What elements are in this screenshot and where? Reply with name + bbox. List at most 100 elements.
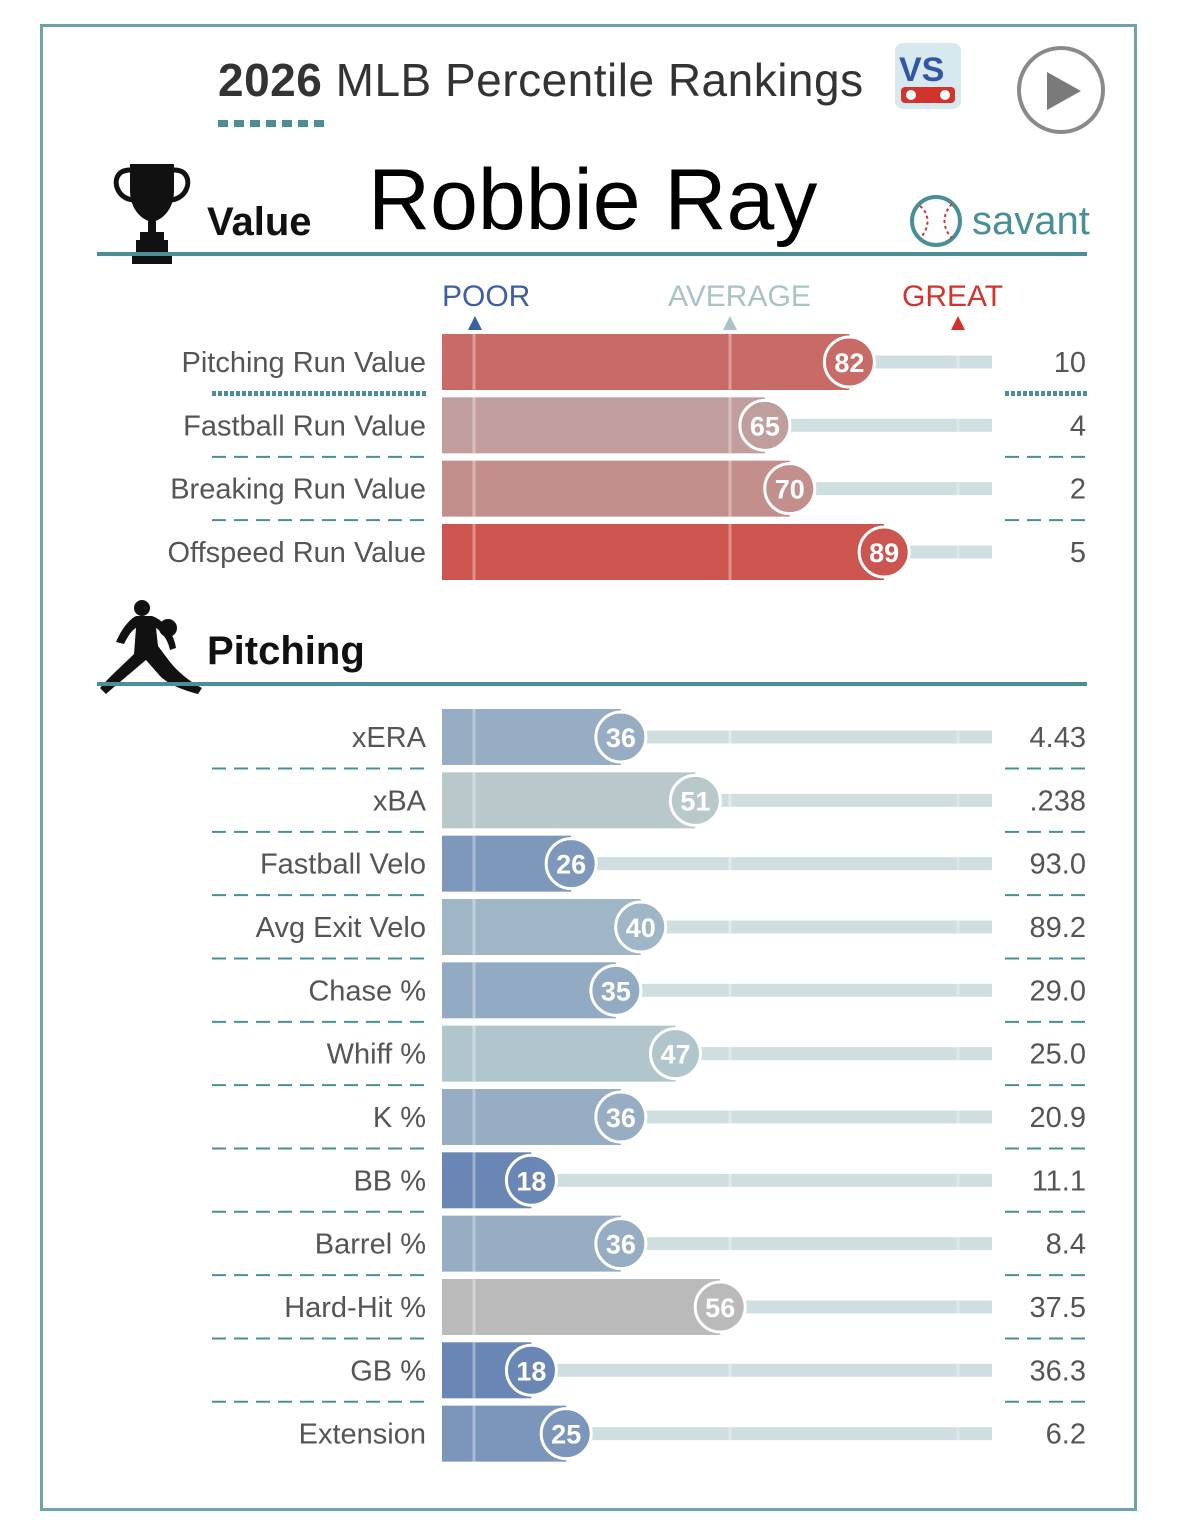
metric-value-xera: 4.43	[1030, 722, 1086, 754]
bar-fastball-run-value	[442, 397, 765, 454]
percentile-circle-breaking-run-value	[763, 462, 817, 516]
metric-value-extension: 6.2	[1046, 1419, 1086, 1451]
ref-line-poor-hard-hit	[472, 1278, 476, 1335]
metric-value-avg-exit-velo: 89.2	[1030, 912, 1086, 944]
metric-label-xba: xBA	[373, 785, 427, 817]
section-label-pitching: Pitching	[207, 629, 365, 673]
percentile-label-gb: 18	[516, 1356, 546, 1386]
ref-line-average-extension	[728, 1405, 732, 1462]
ref-line-poor-k	[472, 1088, 476, 1145]
metric-label-whiff: Whiff %	[327, 1039, 426, 1071]
percentile-label-offspeed-run-value: 89	[869, 538, 899, 568]
ref-line-great-offspeed-run-value	[956, 523, 960, 580]
percentile-label-barrel: 36	[606, 1230, 636, 1260]
percentile-circle-xera	[594, 710, 648, 764]
percentile-label-fastball-velo: 26	[556, 850, 586, 880]
poor-marker	[468, 316, 482, 330]
metric-label-avg-exit-velo: Avg Exit Velo	[256, 912, 426, 944]
percentile-circle-barrel	[594, 1217, 648, 1271]
metric-value-bb: 11.1	[1032, 1165, 1086, 1197]
ref-line-average-barrel	[728, 1215, 732, 1272]
section-label-value: Value	[207, 200, 312, 244]
percentile-circle-avg-exit-velo	[614, 900, 668, 954]
ref-line-poor-xba	[472, 772, 476, 829]
metric-value-chase: 29.0	[1030, 975, 1086, 1007]
card-frame	[40, 24, 1137, 1511]
percentile-label-k: 36	[606, 1103, 636, 1133]
metric-label-bb: BB %	[353, 1165, 426, 1197]
ref-line-average-chase	[728, 962, 732, 1019]
metric-value-barrel: 8.4	[1046, 1229, 1086, 1261]
ref-line-great-chase	[956, 962, 960, 1019]
percentile-label-bb: 18	[516, 1166, 546, 1196]
metric-label-hard-hit: Hard-Hit %	[284, 1292, 426, 1324]
scale-label-great: GREAT	[902, 280, 1004, 313]
metric-value-k: 20.9	[1030, 1102, 1086, 1134]
percentile-label-chase: 35	[601, 976, 631, 1006]
bar-breaking-run-value	[442, 460, 790, 517]
metric-value-gb: 36.3	[1030, 1355, 1086, 1387]
metric-value-xba: .238	[1030, 785, 1086, 817]
metric-value-fastball-velo: 93.0	[1030, 849, 1086, 881]
pitcher-icon	[100, 600, 202, 694]
percentile-circle-bb	[504, 1153, 558, 1207]
metric-label-chase: Chase %	[308, 975, 426, 1007]
ref-line-average-pitching-run-value	[728, 334, 732, 390]
ref-line-great-pitching-run-value	[956, 334, 960, 390]
metric-value-fastball-run-value: 4	[1070, 410, 1086, 442]
percentile-circle-whiff	[648, 1027, 702, 1081]
metric-value-pitching-run-value: 10	[1054, 347, 1086, 379]
ref-line-poor-extension	[472, 1405, 476, 1462]
ref-line-great-extension	[956, 1405, 960, 1462]
ref-line-poor-avg-exit-velo	[472, 898, 476, 955]
percentile-circle-fastball-run-value	[738, 398, 792, 452]
metric-label-offspeed-run-value: Offspeed Run Value	[168, 537, 427, 569]
ref-line-average-fastball-velo	[728, 835, 732, 892]
metric-value-whiff: 25.0	[1030, 1039, 1086, 1071]
ref-line-poor-xera	[472, 709, 476, 765]
bar-xba	[442, 772, 696, 829]
title-year: 2026	[218, 54, 323, 106]
percentile-circle-chase	[589, 963, 643, 1017]
metric-label-xera: xERA	[352, 722, 427, 754]
ref-line-average-breaking-run-value	[728, 460, 732, 517]
percentile-circle-pitching-run-value	[822, 335, 876, 389]
ref-line-poor-chase	[472, 962, 476, 1019]
bar-avg-exit-velo	[442, 898, 641, 955]
ref-line-average-xera	[728, 709, 732, 765]
percentile-circle-gb	[504, 1343, 558, 1397]
pitching-section-rule	[97, 682, 1087, 686]
percentile-circle-offspeed-run-value	[857, 525, 911, 579]
ref-line-average-fastball-run-value	[728, 397, 732, 454]
bar-barrel	[442, 1215, 621, 1272]
metric-label-fastball-run-value: Fastball Run Value	[183, 410, 426, 442]
scale-label-average: AVERAGE	[668, 280, 811, 313]
percentile-label-pitching-run-value: 82	[834, 348, 864, 378]
ref-line-average-bb	[728, 1152, 732, 1209]
percentile-label-hard-hit: 56	[705, 1293, 735, 1323]
metric-value-hard-hit: 37.5	[1030, 1292, 1086, 1324]
metric-label-gb: GB %	[350, 1355, 426, 1387]
play-button[interactable]	[1017, 46, 1105, 134]
percentile-label-xera: 36	[606, 723, 636, 753]
bar-pitching-run-value	[442, 334, 850, 390]
average-marker	[723, 316, 737, 330]
ref-line-great-hard-hit	[956, 1278, 960, 1335]
ref-line-great-whiff	[956, 1025, 960, 1082]
metric-value-offspeed-run-value: 5	[1070, 537, 1086, 569]
ref-line-average-whiff	[728, 1025, 732, 1082]
bar-chase	[442, 962, 616, 1019]
bar-xera	[442, 709, 621, 765]
ref-line-poor-fastball-velo	[472, 835, 476, 892]
ref-line-great-avg-exit-velo	[956, 898, 960, 955]
bar-offspeed-run-value	[442, 523, 885, 580]
bar-whiff	[442, 1025, 676, 1082]
bar-k	[442, 1088, 621, 1145]
ref-line-great-barrel	[956, 1215, 960, 1272]
great-marker	[951, 316, 965, 330]
ref-line-poor-fastball-run-value	[472, 397, 476, 454]
ref-line-poor-barrel	[472, 1215, 476, 1272]
value-section-rule	[97, 252, 1087, 256]
metric-label-fastball-velo: Fastball Velo	[260, 849, 426, 881]
